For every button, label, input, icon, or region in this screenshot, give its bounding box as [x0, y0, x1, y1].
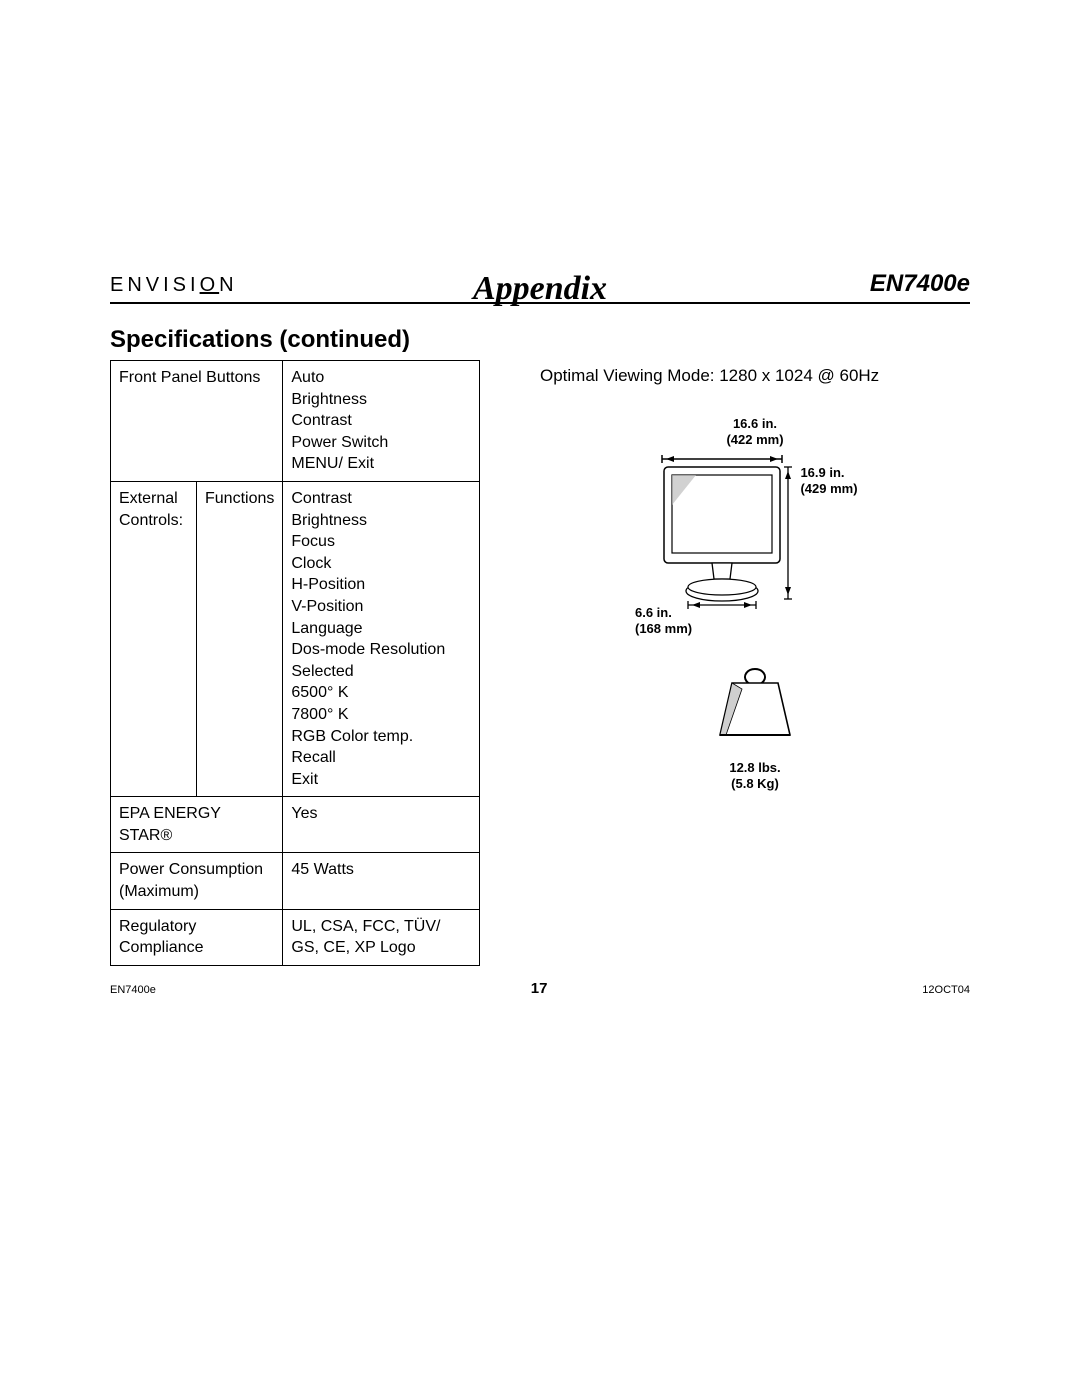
table-row: Regulatory Compliance UL, CSA, FCC, TÜV/…	[111, 909, 480, 965]
section-title: Specifications (continued)	[110, 326, 970, 354]
cell-label: Regulatory Compliance	[111, 909, 283, 965]
brand-prefix: ENVISI	[110, 274, 200, 296]
base-dimension-label: 6.6 in.(168 mm)	[635, 605, 692, 638]
cell-sublabel: Functions	[197, 481, 283, 796]
table-row: Front Panel Buttons AutoBrightnessContra…	[111, 361, 480, 482]
page-footer: EN7400e 17 12OCT04	[110, 980, 970, 997]
cell-value: 45 Watts	[283, 853, 480, 909]
footer-date: 12OCT04	[922, 984, 970, 996]
table-row: EPA ENERGY STAR® Yes	[111, 797, 480, 853]
diagram-column: Optimal Viewing Mode: 1280 x 1024 @ 60Hz…	[540, 360, 970, 793]
cell-label: Power Consumption (Maximum)	[111, 853, 283, 909]
document-page: ENVISION Appendix EN7400e Specifications…	[0, 0, 1080, 1397]
cell-value: ContrastBrightnessFocusClockH-PositionV-…	[283, 481, 480, 796]
cell-value: AutoBrightnessContrastPower SwitchMENU/ …	[283, 361, 480, 482]
cell-value: UL, CSA, FCC, TÜV/ GS, CE, XP Logo	[283, 909, 480, 965]
brand-logo: ENVISION	[110, 274, 238, 297]
cell-label: External Controls:	[111, 481, 197, 796]
brand-suffix: N	[219, 274, 237, 296]
width-dimension-label: 16.6 in.(422 mm)	[615, 416, 895, 449]
cell-label: EPA ENERGY STAR®	[111, 797, 283, 853]
table-row: Power Consumption (Maximum) 45 Watts	[111, 853, 480, 909]
monitor-row: 16.9 in.(429 mm)	[615, 453, 895, 613]
two-column-layout: Front Panel Buttons AutoBrightnessContra…	[110, 360, 970, 966]
page-number: 17	[531, 980, 548, 997]
optimal-viewing-mode: Optimal Viewing Mode: 1280 x 1024 @ 60Hz	[540, 366, 970, 386]
height-dimension-label: 16.9 in.(429 mm)	[800, 465, 857, 498]
weight-diagram: 12.8 lbs.(5.8 Kg)	[615, 665, 895, 793]
model-number: EN7400e	[870, 270, 970, 298]
weight-label: 12.8 lbs.(5.8 Kg)	[615, 760, 895, 793]
header-row: ENVISION Appendix EN7400e	[110, 270, 970, 304]
spec-table: Front Panel Buttons AutoBrightnessContra…	[110, 360, 480, 966]
monitor-icon	[652, 453, 792, 613]
cell-value: Yes	[283, 797, 480, 853]
footer-model: EN7400e	[110, 984, 156, 996]
page-title: Appendix	[473, 270, 607, 308]
content-area: ENVISION Appendix EN7400e Specifications…	[110, 270, 970, 966]
monitor-diagram: 16.6 in.(422 mm)	[615, 416, 895, 793]
table-row: External Controls: Functions ContrastBri…	[111, 481, 480, 796]
weight-icon	[710, 665, 800, 745]
spec-table-column: Front Panel Buttons AutoBrightnessContra…	[110, 360, 480, 966]
brand-o: O	[200, 274, 220, 296]
cell-label: Front Panel Buttons	[111, 361, 283, 482]
